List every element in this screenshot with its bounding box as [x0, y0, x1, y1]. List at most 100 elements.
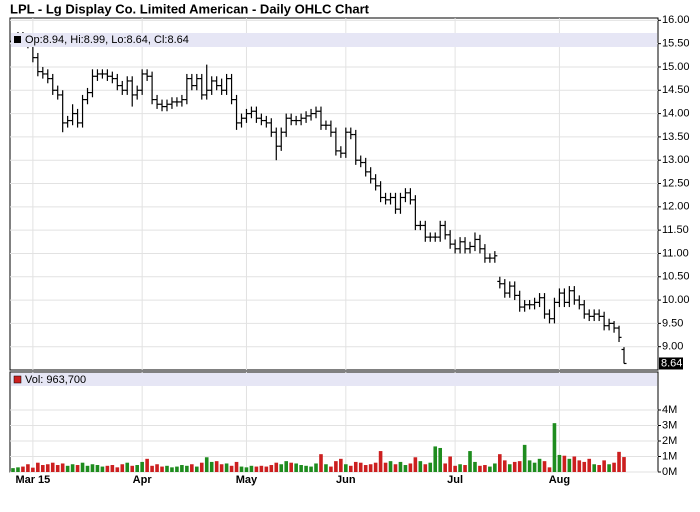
y-tick-label: 13.00: [662, 154, 690, 166]
volume-bar: [522, 444, 527, 472]
volume-bar: [453, 465, 457, 472]
volume-bar: [334, 461, 338, 472]
volume-bar: [478, 465, 482, 472]
volume-bar: [532, 462, 537, 472]
volume-bar: [373, 462, 378, 472]
volume-bar: [70, 464, 75, 472]
volume-bar: [95, 465, 100, 472]
volume-bar: [339, 458, 343, 472]
volume-bar: [463, 465, 467, 472]
volume-bar: [31, 467, 35, 472]
volume-bar: [199, 462, 204, 472]
chart-title: LPL - Lg Display Co. Limited American - …: [10, 1, 370, 16]
y-tick-label: 14.50: [662, 84, 690, 96]
legend-band: [11, 33, 657, 47]
x-tick-label: Jun: [336, 474, 356, 486]
volume-bar: [562, 455, 567, 472]
legend-swatch: [14, 36, 21, 43]
last-price-tag: [659, 357, 683, 370]
volume-bar: [269, 465, 274, 472]
volume-bar: [21, 466, 25, 472]
volume-bar: [16, 467, 20, 472]
volume-bar: [383, 462, 388, 472]
volume-bar: [190, 464, 194, 472]
volume-bar: [80, 462, 85, 472]
y-tick-label: 12.50: [662, 177, 690, 189]
volume-bar: [488, 466, 492, 472]
volume-bar: [358, 462, 363, 472]
volume-bar: [50, 462, 55, 472]
last-price-label: 8.64: [661, 357, 682, 369]
x-tick-label: Aug: [549, 474, 570, 486]
y-tick-label: 15.50: [662, 38, 690, 50]
volume-bar: [468, 451, 472, 472]
volume-bar: [547, 467, 552, 472]
volume-bar: [537, 458, 542, 472]
volume-bar: [398, 461, 403, 472]
volume-bar: [26, 464, 30, 472]
volume-bar: [194, 466, 199, 472]
volume-bar: [229, 465, 234, 472]
volume-bar: [617, 451, 621, 472]
volume-bar: [428, 462, 433, 472]
volume-bar: [264, 466, 269, 472]
y-tick-label: 11.50: [662, 224, 689, 236]
legend-text: Vol: 963,700: [25, 374, 86, 386]
volume-bar: [110, 465, 115, 472]
y-tick-label: 9.00: [662, 341, 683, 353]
volume-bar: [602, 460, 606, 472]
y-tick-label: 12.00: [662, 201, 690, 213]
volume-bar: [130, 465, 135, 472]
volume-bar: [517, 461, 522, 472]
volume-bar: [498, 454, 502, 472]
volume-bar: [160, 466, 164, 472]
volume-bar: [413, 457, 418, 472]
volume-bar: [353, 461, 358, 472]
volume-bar: [36, 462, 40, 472]
y-tick-label: 14.00: [662, 107, 690, 119]
volume-bar: [145, 458, 149, 472]
volume-bar: [175, 466, 179, 472]
volume-bar: [378, 451, 383, 472]
y-tick-label: 13.50: [662, 131, 690, 143]
volume-bar: [204, 457, 209, 472]
volume-bar: [150, 465, 154, 472]
volume-bar: [507, 464, 512, 472]
x-tick-label: Jul: [447, 474, 463, 486]
x-tick-label: May: [236, 474, 258, 486]
volume-bar: [448, 456, 452, 472]
volume-bar: [209, 461, 214, 472]
volume-bar: [597, 465, 601, 472]
y-tick-label: 3M: [662, 419, 677, 431]
x-tick-label: Apr: [133, 474, 153, 486]
volume-bar: [65, 465, 70, 472]
volume-bar: [542, 461, 547, 472]
volume-bar: [244, 467, 249, 472]
volume-bar: [55, 465, 60, 472]
volume-bar: [214, 461, 219, 472]
volume-bar: [329, 466, 333, 472]
volume-bar: [120, 464, 125, 472]
legend-band: [11, 373, 657, 386]
volume-bar: [458, 464, 462, 472]
y-tick-label: 16.00: [662, 14, 690, 26]
volume-bar: [289, 462, 293, 472]
volume-bar: [304, 465, 308, 472]
y-tick-label: 9.50: [662, 317, 683, 329]
volume-bar: [254, 466, 259, 472]
volume-bar: [60, 463, 65, 472]
legend-text: Op:8.94, Hi:8.99, Lo:8.64, Cl:8.64: [25, 34, 189, 46]
volume-bar: [125, 462, 130, 472]
y-tick-label: 1M: [662, 450, 677, 462]
volume-bar: [234, 461, 239, 472]
volume-bar: [607, 464, 611, 472]
volume-bar: [393, 464, 398, 472]
volume-bar: [403, 465, 408, 472]
volume-bar: [239, 466, 244, 472]
volume-bar: [155, 464, 159, 472]
volume-bar: [587, 458, 592, 472]
volume-bar: [592, 464, 596, 472]
volume-bar: [279, 464, 284, 472]
volume-bar: [423, 464, 428, 472]
volume-bar: [165, 465, 169, 472]
